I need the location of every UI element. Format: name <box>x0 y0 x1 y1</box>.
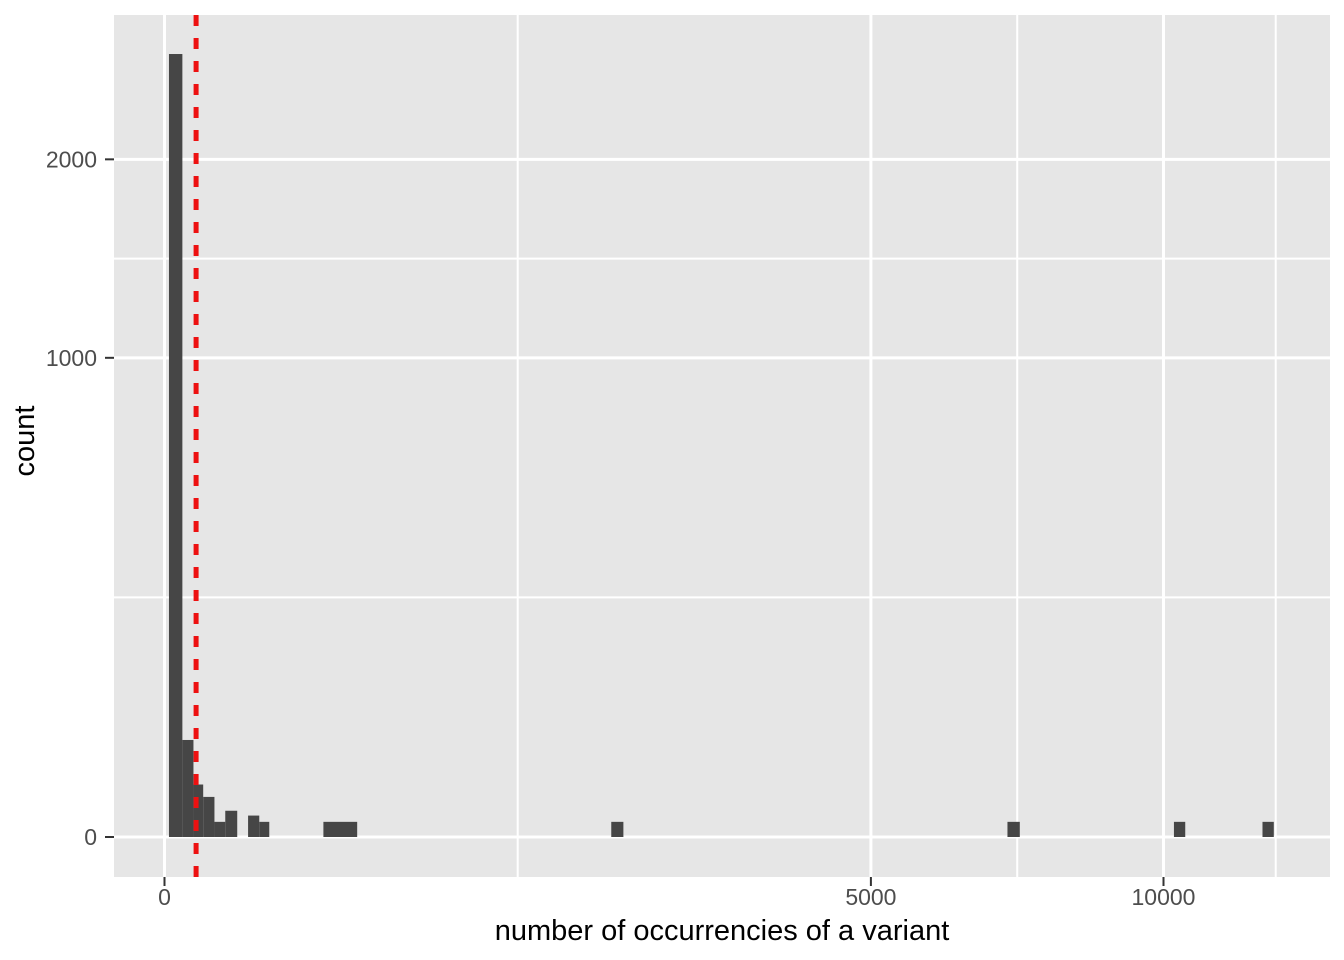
plot-panel <box>114 15 1330 877</box>
axis-tick-labels: 0 5000 10000 0 1000 2000 <box>46 146 1196 910</box>
x-axis-tick-label: 5000 <box>845 884 896 910</box>
x-axis-tick-label: 0 <box>158 884 171 910</box>
histogram-bar <box>182 739 194 837</box>
x-axis-tick-label: 10000 <box>1132 884 1196 910</box>
histogram-bar <box>1262 821 1274 837</box>
histogram-bar <box>225 810 238 837</box>
axis-tick-marks <box>105 158 1165 886</box>
histogram-bar <box>1173 821 1186 837</box>
histogram-bar <box>611 821 624 837</box>
histogram-bar <box>193 784 204 837</box>
y-axis-tick-label: 0 <box>84 824 97 850</box>
y-axis-title: count <box>9 406 41 477</box>
major-gridlines <box>114 15 1330 877</box>
histogram-bars <box>168 54 1274 837</box>
y-axis-tick-label: 1000 <box>46 345 97 371</box>
histogram-bar <box>168 54 183 837</box>
histogram-bar <box>214 821 226 837</box>
histogram-bar <box>259 821 270 837</box>
histogram-bar <box>1007 821 1020 837</box>
y-axis-tick-label: 2000 <box>46 146 97 172</box>
histogram-bar <box>248 815 260 837</box>
histogram-bar <box>203 796 215 837</box>
histogram-bar <box>323 821 358 837</box>
x-axis-title: number of occurrencies of a variant <box>495 915 950 947</box>
